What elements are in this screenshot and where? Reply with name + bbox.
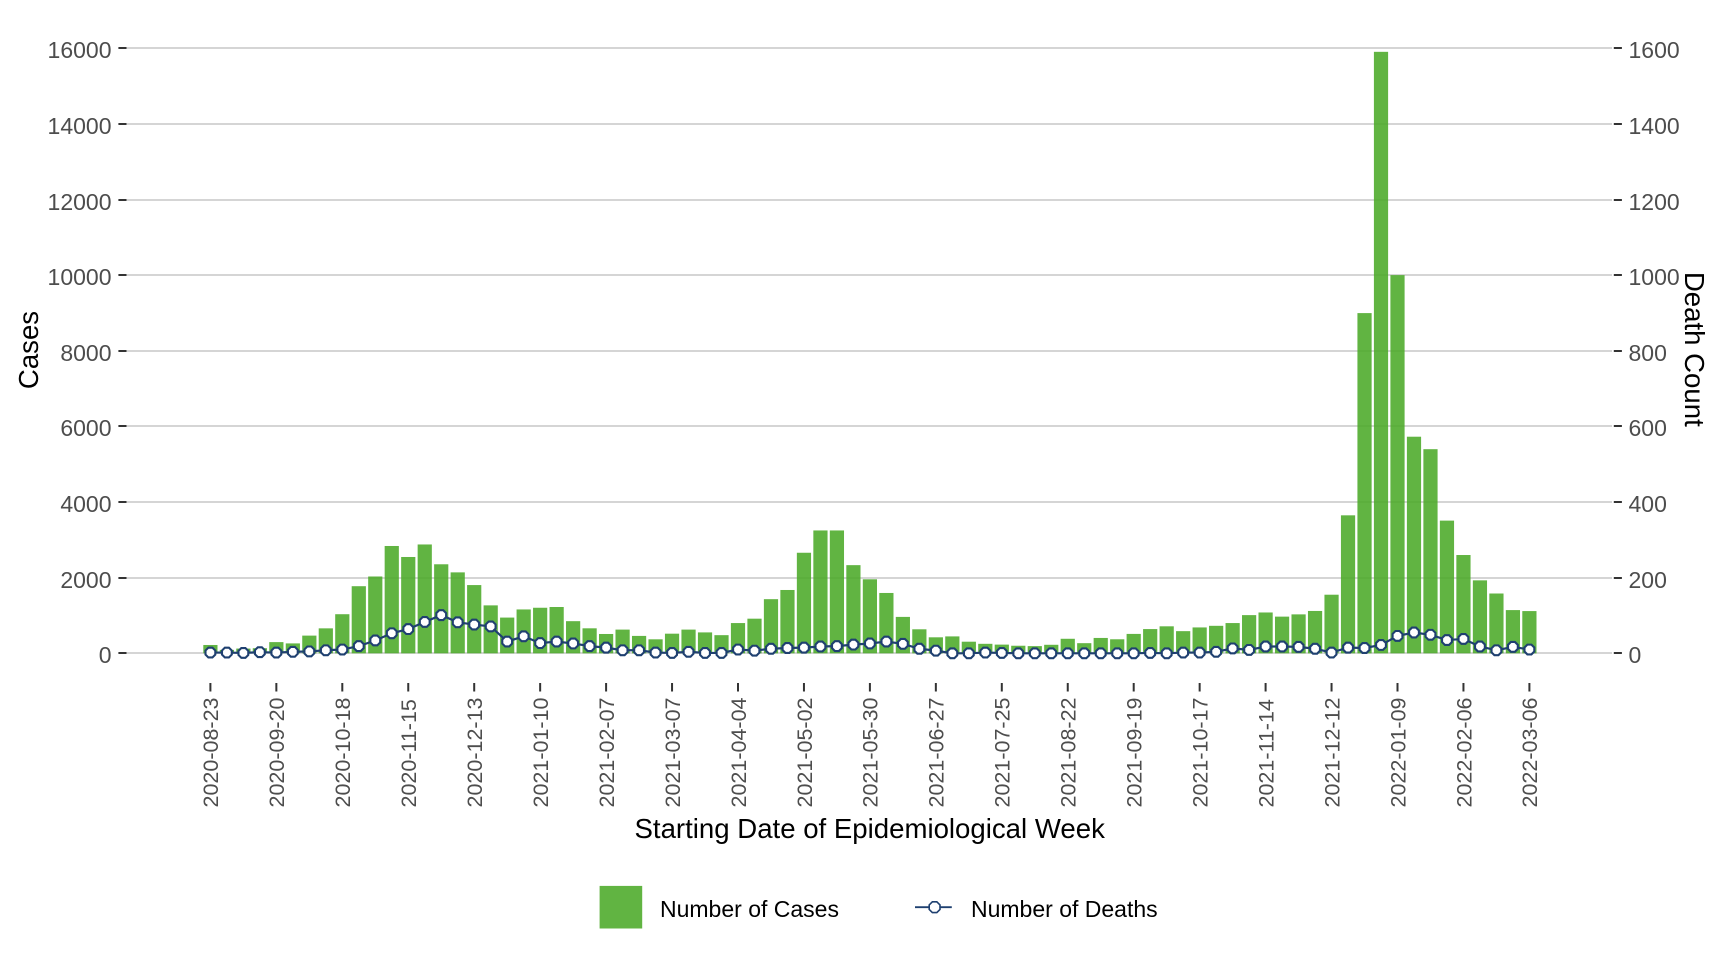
svg-text:1200: 1200 (1629, 189, 1680, 215)
svg-text:Starting Date of Epidemiologic: Starting Date of Epidemiological Week (635, 813, 1106, 844)
svg-text:6000: 6000 (60, 415, 111, 441)
svg-text:2020-10-18: 2020-10-18 (331, 697, 355, 807)
svg-text:2021-09-19: 2021-09-19 (1123, 698, 1147, 808)
svg-text:2021-05-02: 2021-05-02 (793, 698, 817, 808)
svg-text:2022-03-06: 2022-03-06 (1518, 697, 1542, 807)
svg-text:Death Count: Death Count (1679, 272, 1710, 427)
svg-text:2021-05-30: 2021-05-30 (859, 697, 883, 807)
svg-text:1600: 1600 (1629, 37, 1680, 63)
svg-text:2021-08-22: 2021-08-22 (1057, 698, 1081, 808)
svg-text:800: 800 (1629, 340, 1667, 366)
svg-text:2000: 2000 (60, 567, 111, 593)
svg-text:2020-08-23: 2020-08-23 (199, 697, 223, 807)
svg-text:2021-06-27: 2021-06-27 (925, 698, 949, 808)
svg-text:2021-01-10: 2021-01-10 (529, 697, 553, 807)
svg-text:2022-01-09: 2022-01-09 (1386, 698, 1410, 808)
svg-text:2020-11-15: 2020-11-15 (397, 699, 421, 807)
svg-text:16000: 16000 (48, 37, 112, 63)
svg-text:0: 0 (99, 642, 112, 668)
svg-text:12000: 12000 (48, 189, 112, 215)
svg-text:Number of Cases: Number of Cases (660, 896, 839, 922)
svg-text:2021-10-17: 2021-10-17 (1188, 698, 1212, 808)
svg-text:2020-12-13: 2020-12-13 (463, 697, 487, 807)
svg-text:1000: 1000 (1629, 264, 1680, 290)
svg-text:8000: 8000 (60, 340, 111, 366)
svg-text:400: 400 (1629, 491, 1667, 517)
svg-text:2021-11-14: 2021-11-14 (1254, 699, 1278, 807)
svg-text:14000: 14000 (48, 113, 112, 139)
svg-text:2020-09-20: 2020-09-20 (265, 697, 289, 807)
svg-text:600: 600 (1629, 415, 1667, 441)
svg-text:2021-02-07: 2021-02-07 (595, 698, 619, 808)
svg-text:2021-03-07: 2021-03-07 (661, 698, 685, 808)
svg-text:2021-07-25: 2021-07-25 (991, 697, 1015, 807)
svg-text:Cases: Cases (13, 311, 44, 389)
svg-text:2022-02-06: 2022-02-06 (1452, 697, 1476, 807)
svg-text:200: 200 (1629, 567, 1667, 593)
svg-text:1400: 1400 (1629, 113, 1680, 139)
svg-text:10000: 10000 (48, 264, 112, 290)
svg-text:2021-04-04: 2021-04-04 (727, 697, 751, 807)
svg-text:2021-12-12: 2021-12-12 (1320, 698, 1344, 808)
svg-text:Number of Deaths: Number of Deaths (971, 896, 1158, 922)
svg-text:4000: 4000 (60, 491, 111, 517)
svg-text:0: 0 (1629, 642, 1642, 668)
